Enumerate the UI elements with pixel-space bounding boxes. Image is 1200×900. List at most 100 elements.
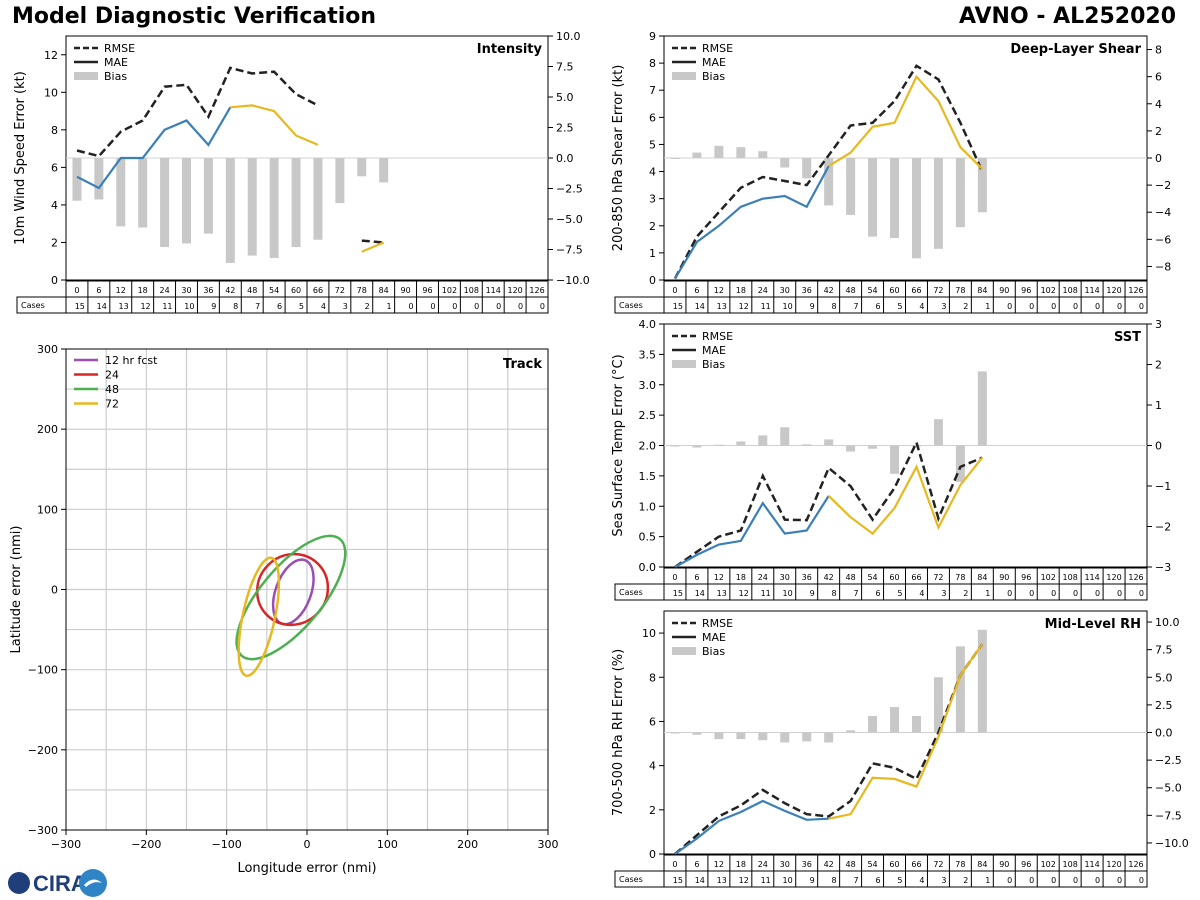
case-count: 0 [452,302,457,311]
forecast-hour: 120 [1106,573,1121,582]
case-count: 2 [963,589,968,598]
mae-line [76,106,232,190]
forecast-hour: 48 [846,860,856,869]
case-count: 5 [299,302,304,311]
forecast-hour: 96 [1021,573,1031,582]
y-tick-label: 8 [51,124,58,137]
y2-tick-label: −2 [1155,179,1171,192]
bias-bar [714,732,724,740]
mae-line-low-sample [827,456,984,536]
y-tick-label: −200 [28,744,58,757]
case-count: 8 [233,302,238,311]
case-count: 14 [695,589,705,598]
case-count: 0 [1029,876,1034,885]
case-count: 0 [430,302,435,311]
case-count: 3 [941,589,946,598]
forecast-hour: 72 [933,860,943,869]
y-tick-label: 2 [51,236,58,249]
forecast-hour: 36 [802,860,812,869]
y2-tick-label: −3 [1155,561,1171,574]
bias-bar [247,158,257,256]
case-count: 0 [1095,876,1100,885]
forecast-hour: 102 [1041,286,1056,295]
forecast-hour: 72 [933,573,943,582]
bias-bar [780,427,790,446]
bias-bar [890,445,900,474]
forecast-hour: 54 [867,573,877,582]
forecast-hour: 84 [977,860,987,869]
case-count: 0 [1095,302,1100,311]
y-axis-label: 700-500 hPa RH Error (%) [611,649,626,816]
case-count: 15 [75,302,85,311]
bias-bar [977,629,987,733]
forecast-hour: 42 [225,286,235,295]
case-count: 0 [1095,589,1100,598]
forecast-hour: 48 [247,286,257,295]
y-tick-label: 8 [649,671,656,684]
bias-bar [955,158,965,228]
y-tick-label: 4 [649,166,656,179]
case-count: 15 [673,302,683,311]
y-tick-label: 0.0 [639,561,657,574]
case-count: 7 [853,589,858,598]
y-axis-label: Sea Surface Temp Error (°C) [611,354,626,536]
y-tick-label: 10 [642,627,656,640]
forecast-hour: 54 [867,860,877,869]
forecast-hour: 66 [911,286,921,295]
forecast-hour: 24 [159,286,169,295]
forecast-hour: 60 [889,860,899,869]
forecast-hour: 90 [999,573,1009,582]
bias-bar [780,732,790,743]
forecast-hour: 24 [758,860,768,869]
panel-track: −300−300 −200 −200 −100 −100 0 0 100 100 200 200 30… [9,343,559,876]
forecast-hour: 96 [1021,286,1031,295]
cases-table: Cases01561412131812241130103694284875466… [614,567,1148,601]
bias-bar [714,444,724,446]
case-count: 4 [919,589,924,598]
forecast-hour: 18 [736,860,746,869]
forecast-hour: 90 [999,860,1009,869]
y-tick-label: 2 [649,220,656,233]
y2-tick-label: 2.5 [1155,699,1173,712]
forecast-hour: 48 [846,286,856,295]
cases-label-cell [614,583,665,601]
case-count: 13 [717,589,727,598]
case-count: 2 [963,302,968,311]
bias-bar [203,158,213,234]
case-count: 2 [365,302,370,311]
forecast-hour: 48 [846,573,856,582]
case-count: 5 [897,589,902,598]
y-tick-label: 7 [649,84,656,97]
forecast-hour: 66 [313,286,323,295]
case-count: 2 [963,876,968,885]
mae-line [674,495,830,568]
bias-bar [802,158,812,179]
case-count: 9 [810,876,815,885]
forecast-hour: 126 [1128,860,1143,869]
bias-bar [692,445,702,448]
case-count: 10 [783,589,793,598]
case-count: 8 [832,876,837,885]
y-tick-label: 6 [51,161,58,174]
y2-tick-label: −10.0 [1155,837,1189,850]
case-count: 11 [761,589,771,598]
case-count: 0 [1117,302,1122,311]
case-count: 7 [853,876,858,885]
case-count: 3 [941,302,946,311]
forecast-hour: 30 [780,860,790,869]
legend-label: 72 [105,398,119,411]
cases-label-cell [614,870,665,888]
forecast-hour: 30 [780,286,790,295]
legend-rmse-label: RMSE [702,330,733,343]
panel-title: Intensity [477,42,543,57]
forecast-hour: 0 [672,860,677,869]
forecast-hour: 36 [203,286,213,295]
bias-bar [868,445,878,449]
forecast-hour: 66 [911,573,921,582]
y-tick-label: 0 [51,584,58,597]
forecast-hour: 12 [714,860,724,869]
y-tick-label: −300 [28,824,58,837]
case-count: 13 [119,302,129,311]
case-count: 0 [1051,876,1056,885]
forecast-hour: 90 [400,286,410,295]
